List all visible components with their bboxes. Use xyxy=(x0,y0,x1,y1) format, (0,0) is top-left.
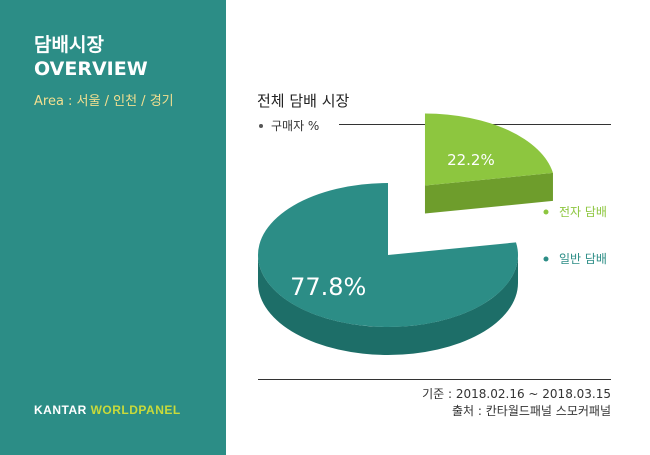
chart-title: 전체 담배 시장 xyxy=(257,92,350,110)
brand-worldpanel: WORLDPANEL xyxy=(90,403,181,417)
area-label: Area : 서울 / 인천 / 경기 xyxy=(34,94,174,109)
page-title: 담배시장 OVERVIEW xyxy=(34,33,148,81)
data-label-general: 77.8% xyxy=(290,273,366,301)
legend-marker xyxy=(543,256,549,262)
legend-label: 전자 담배 xyxy=(559,205,607,219)
title-line-1: 담배시장 xyxy=(34,34,104,56)
pie-slice-side xyxy=(258,255,518,355)
sidebar: 담배시장 OVERVIEW Area : 서울 / 인천 / 경기 KANTAR… xyxy=(0,0,226,455)
title-line-2: OVERVIEW xyxy=(34,58,148,80)
footer-basis: 기준 : 2018.02.16 ~ 2018.03.15 xyxy=(422,387,611,401)
footer-source: 출처 : 칸타월드패널 스모커패널 xyxy=(451,404,611,418)
pie-slice-top xyxy=(424,113,553,186)
pie-slice-e-cigarette: 22.2% xyxy=(424,113,553,214)
chart-subtitle-row: 구매자 % xyxy=(259,117,319,134)
data-label-e-cigarette: 22.2% xyxy=(447,151,495,169)
footer: 기준 : 2018.02.16 ~ 2018.03.15 출처 : 칸타월드패널… xyxy=(422,386,611,420)
brand-logo: KANTAR WORLDPANEL xyxy=(34,403,181,417)
legend-item-e-cigarette: 전자 담배 xyxy=(543,205,607,219)
brand-kantar: KANTAR xyxy=(34,403,91,417)
chart-subtitle: 구매자 % xyxy=(271,119,320,133)
pie-slice-top xyxy=(257,183,518,328)
legend-item-general: 일반 담배 xyxy=(543,252,607,266)
legend-label: 일반 담배 xyxy=(559,252,607,266)
pie-slice-general: 77.8% xyxy=(257,183,518,355)
footer-divider xyxy=(258,379,611,380)
pie-slice-cut xyxy=(424,172,553,214)
bullet-icon xyxy=(259,123,263,128)
legend-marker xyxy=(543,209,549,215)
